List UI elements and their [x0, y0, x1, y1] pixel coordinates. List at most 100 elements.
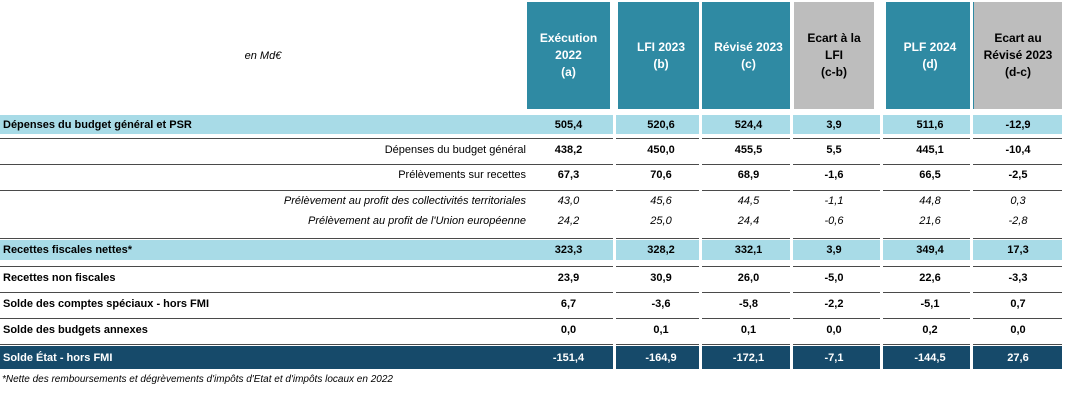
- column-header-ecart_revise: Ecart au Révisé 2023 (d-c): [974, 2, 1062, 109]
- table-cell-plf2024: 349,4: [916, 244, 944, 256]
- column-separator: [880, 2, 883, 369]
- row-separator: [0, 344, 1062, 345]
- table-row: Dépenses du budget général 438,2 450,0 455,…: [0, 140, 1062, 159]
- table-cell-plf2024: 0,2: [922, 324, 938, 336]
- table-cell-ecart_lfi: 0,0: [826, 324, 842, 336]
- column-separator: [699, 2, 702, 369]
- table-cell-exec2022: 505,4: [554, 118, 583, 131]
- row-separator: [0, 266, 1062, 267]
- table-cell-exec2022: 323,3: [554, 244, 583, 256]
- column-separator: [970, 2, 973, 369]
- column-header-plf2024: PLF 2024 (d): [886, 2, 974, 109]
- row-separator: [0, 238, 1062, 239]
- table-row: Recettes non fiscales 23,9 30,9 26,0 -5,0 22,…: [0, 268, 1062, 288]
- table-cell-exec2022: -151,4: [552, 351, 585, 364]
- table-cell-revise2023: 44,5: [737, 194, 760, 207]
- table-cell-exec2022: 67,3: [557, 169, 580, 181]
- table-cell-revise2023: -5,8: [739, 298, 758, 310]
- row-label: Prélèvements sur recettes: [398, 169, 526, 181]
- row-separator: [0, 318, 1062, 319]
- table-cell-ecart_lfi: -2,2: [824, 298, 844, 310]
- table-cell-exec2022: 43,0: [557, 194, 580, 207]
- table-cell-lfi2023: -3,6: [651, 298, 671, 310]
- row-label: Solde État - hors FMI: [3, 351, 113, 364]
- table-cell-ecart_revise: 0,0: [1010, 324, 1026, 336]
- table-cell-plf2024: 445,1: [916, 143, 944, 156]
- column-separator: [613, 2, 616, 369]
- row-label: Prélèvement au profit de l'Union europée…: [308, 214, 526, 227]
- row-label: Solde des comptes spéciaux - hors FMI: [3, 298, 209, 310]
- table-cell-revise2023: 68,9: [737, 169, 760, 181]
- row-label: Dépenses du budget général et PSR: [3, 118, 192, 131]
- table-cell-revise2023: 24,4: [737, 214, 760, 227]
- table-cell-ecart_revise: 17,3: [1007, 244, 1029, 256]
- table-row: Prélèvement au profit des collectivités …: [0, 192, 1062, 209]
- table-cell-lfi2023: 328,2: [647, 244, 675, 256]
- row-separator: [0, 292, 1062, 293]
- table-cell-ecart_revise: -10,4: [1005, 143, 1031, 156]
- table-cell-plf2024: 66,5: [919, 169, 941, 181]
- column-header-lfi2023: LFI 2023 (b): [618, 2, 704, 109]
- table-row: Solde des comptes spéciaux - hors FMI 6,7…: [0, 294, 1062, 314]
- table-cell-revise2023: 332,1: [734, 244, 763, 256]
- table-row: Prélèvement au profit de l'Union europée…: [0, 212, 1062, 229]
- unit-label: en Md€: [244, 49, 282, 62]
- table-cell-ecart_lfi: -1,1: [824, 194, 844, 207]
- table-cell-revise2023: -172,1: [732, 351, 765, 364]
- table-row: Solde des budgets annexes 0,0 0,1 0,1 0,0 0,2…: [0, 320, 1062, 340]
- column-header-ecart_lfi: Ecart à la LFI (c-b): [794, 2, 874, 109]
- table-row: Prélèvements sur recettes 67,3 70,6 68,9 -1,…: [0, 166, 1062, 184]
- table-cell-ecart_lfi: -1,6: [824, 169, 844, 181]
- table-cell-exec2022: 24,2: [557, 214, 580, 227]
- row-label: Recettes non fiscales: [3, 272, 116, 284]
- table-cell-plf2024: 44,8: [919, 194, 941, 207]
- table-cell-plf2024: 511,6: [916, 118, 944, 131]
- table-cell-plf2024: 22,6: [919, 272, 941, 284]
- table-row: Dépenses du budget général et PSR 505,4 52…: [0, 115, 1062, 134]
- table-cell-revise2023: 455,5: [734, 143, 763, 156]
- table-cell-plf2024: 21,6: [919, 214, 941, 227]
- table-cell-ecart_lfi: 5,5: [826, 143, 842, 156]
- column-header-exec2022: Exécution 2022 (a): [527, 2, 610, 109]
- row-separator: [0, 164, 1062, 165]
- row-label: Solde des budgets annexes: [3, 324, 148, 336]
- table-cell-ecart_revise: 0,7: [1010, 298, 1026, 310]
- table-cell-exec2022: 6,7: [560, 298, 577, 310]
- table-cell-lfi2023: -164,9: [645, 351, 677, 364]
- table-cell-ecart_lfi: -5,0: [824, 272, 844, 284]
- table-cell-ecart_lfi: -0,6: [824, 214, 844, 227]
- table-cell-plf2024: -144,5: [914, 351, 946, 364]
- table-cell-lfi2023: 0,1: [653, 324, 669, 336]
- table-cell-ecart_revise: -2,8: [1008, 214, 1028, 227]
- table-cell-plf2024: -5,1: [920, 298, 940, 310]
- table-cell-lfi2023: 450,0: [647, 143, 675, 156]
- column-separator: [790, 2, 793, 369]
- table-cell-ecart_revise: -12,9: [1005, 118, 1031, 131]
- table-cell-lfi2023: 70,6: [650, 169, 672, 181]
- table-cell-ecart_revise: -3,3: [1008, 272, 1028, 284]
- table-cell-lfi2023: 520,6: [647, 118, 675, 131]
- table-cell-revise2023: 524,4: [734, 118, 763, 131]
- table-cell-ecart_lfi: 3,9: [826, 244, 842, 256]
- column-header-revise2023: Révisé 2023 (c): [704, 2, 793, 109]
- table-cell-exec2022: 23,9: [557, 272, 580, 284]
- table-row: Solde État - hors FMI -151,4 -164,9 -172,1 -…: [0, 346, 1062, 369]
- table-cell-revise2023: 0,1: [740, 324, 757, 336]
- table-cell-ecart_lfi: -7,1: [824, 351, 844, 364]
- row-separator: [0, 190, 1062, 191]
- table-cell-exec2022: 438,2: [554, 143, 583, 156]
- table-cell-ecart_revise: -2,5: [1008, 169, 1028, 181]
- table-cell-lfi2023: 30,9: [650, 272, 672, 284]
- table-cell-lfi2023: 45,6: [650, 194, 672, 207]
- table-cell-ecart_revise: 0,3: [1010, 194, 1026, 207]
- footnote: *Nette des remboursements et dégrèvement…: [2, 374, 393, 385]
- table-cell-revise2023: 26,0: [737, 272, 760, 284]
- table-cell-ecart_revise: 27,6: [1007, 351, 1029, 364]
- table-cell-ecart_lfi: 3,9: [826, 118, 842, 131]
- row-separator: [0, 138, 1062, 139]
- table-row: Recettes fiscales nettes* 323,3 328,2 332,1…: [0, 240, 1062, 260]
- table-cell-exec2022: 0,0: [560, 324, 577, 336]
- row-label: Recettes fiscales nettes*: [3, 244, 133, 256]
- table-cell-lfi2023: 25,0: [650, 214, 672, 227]
